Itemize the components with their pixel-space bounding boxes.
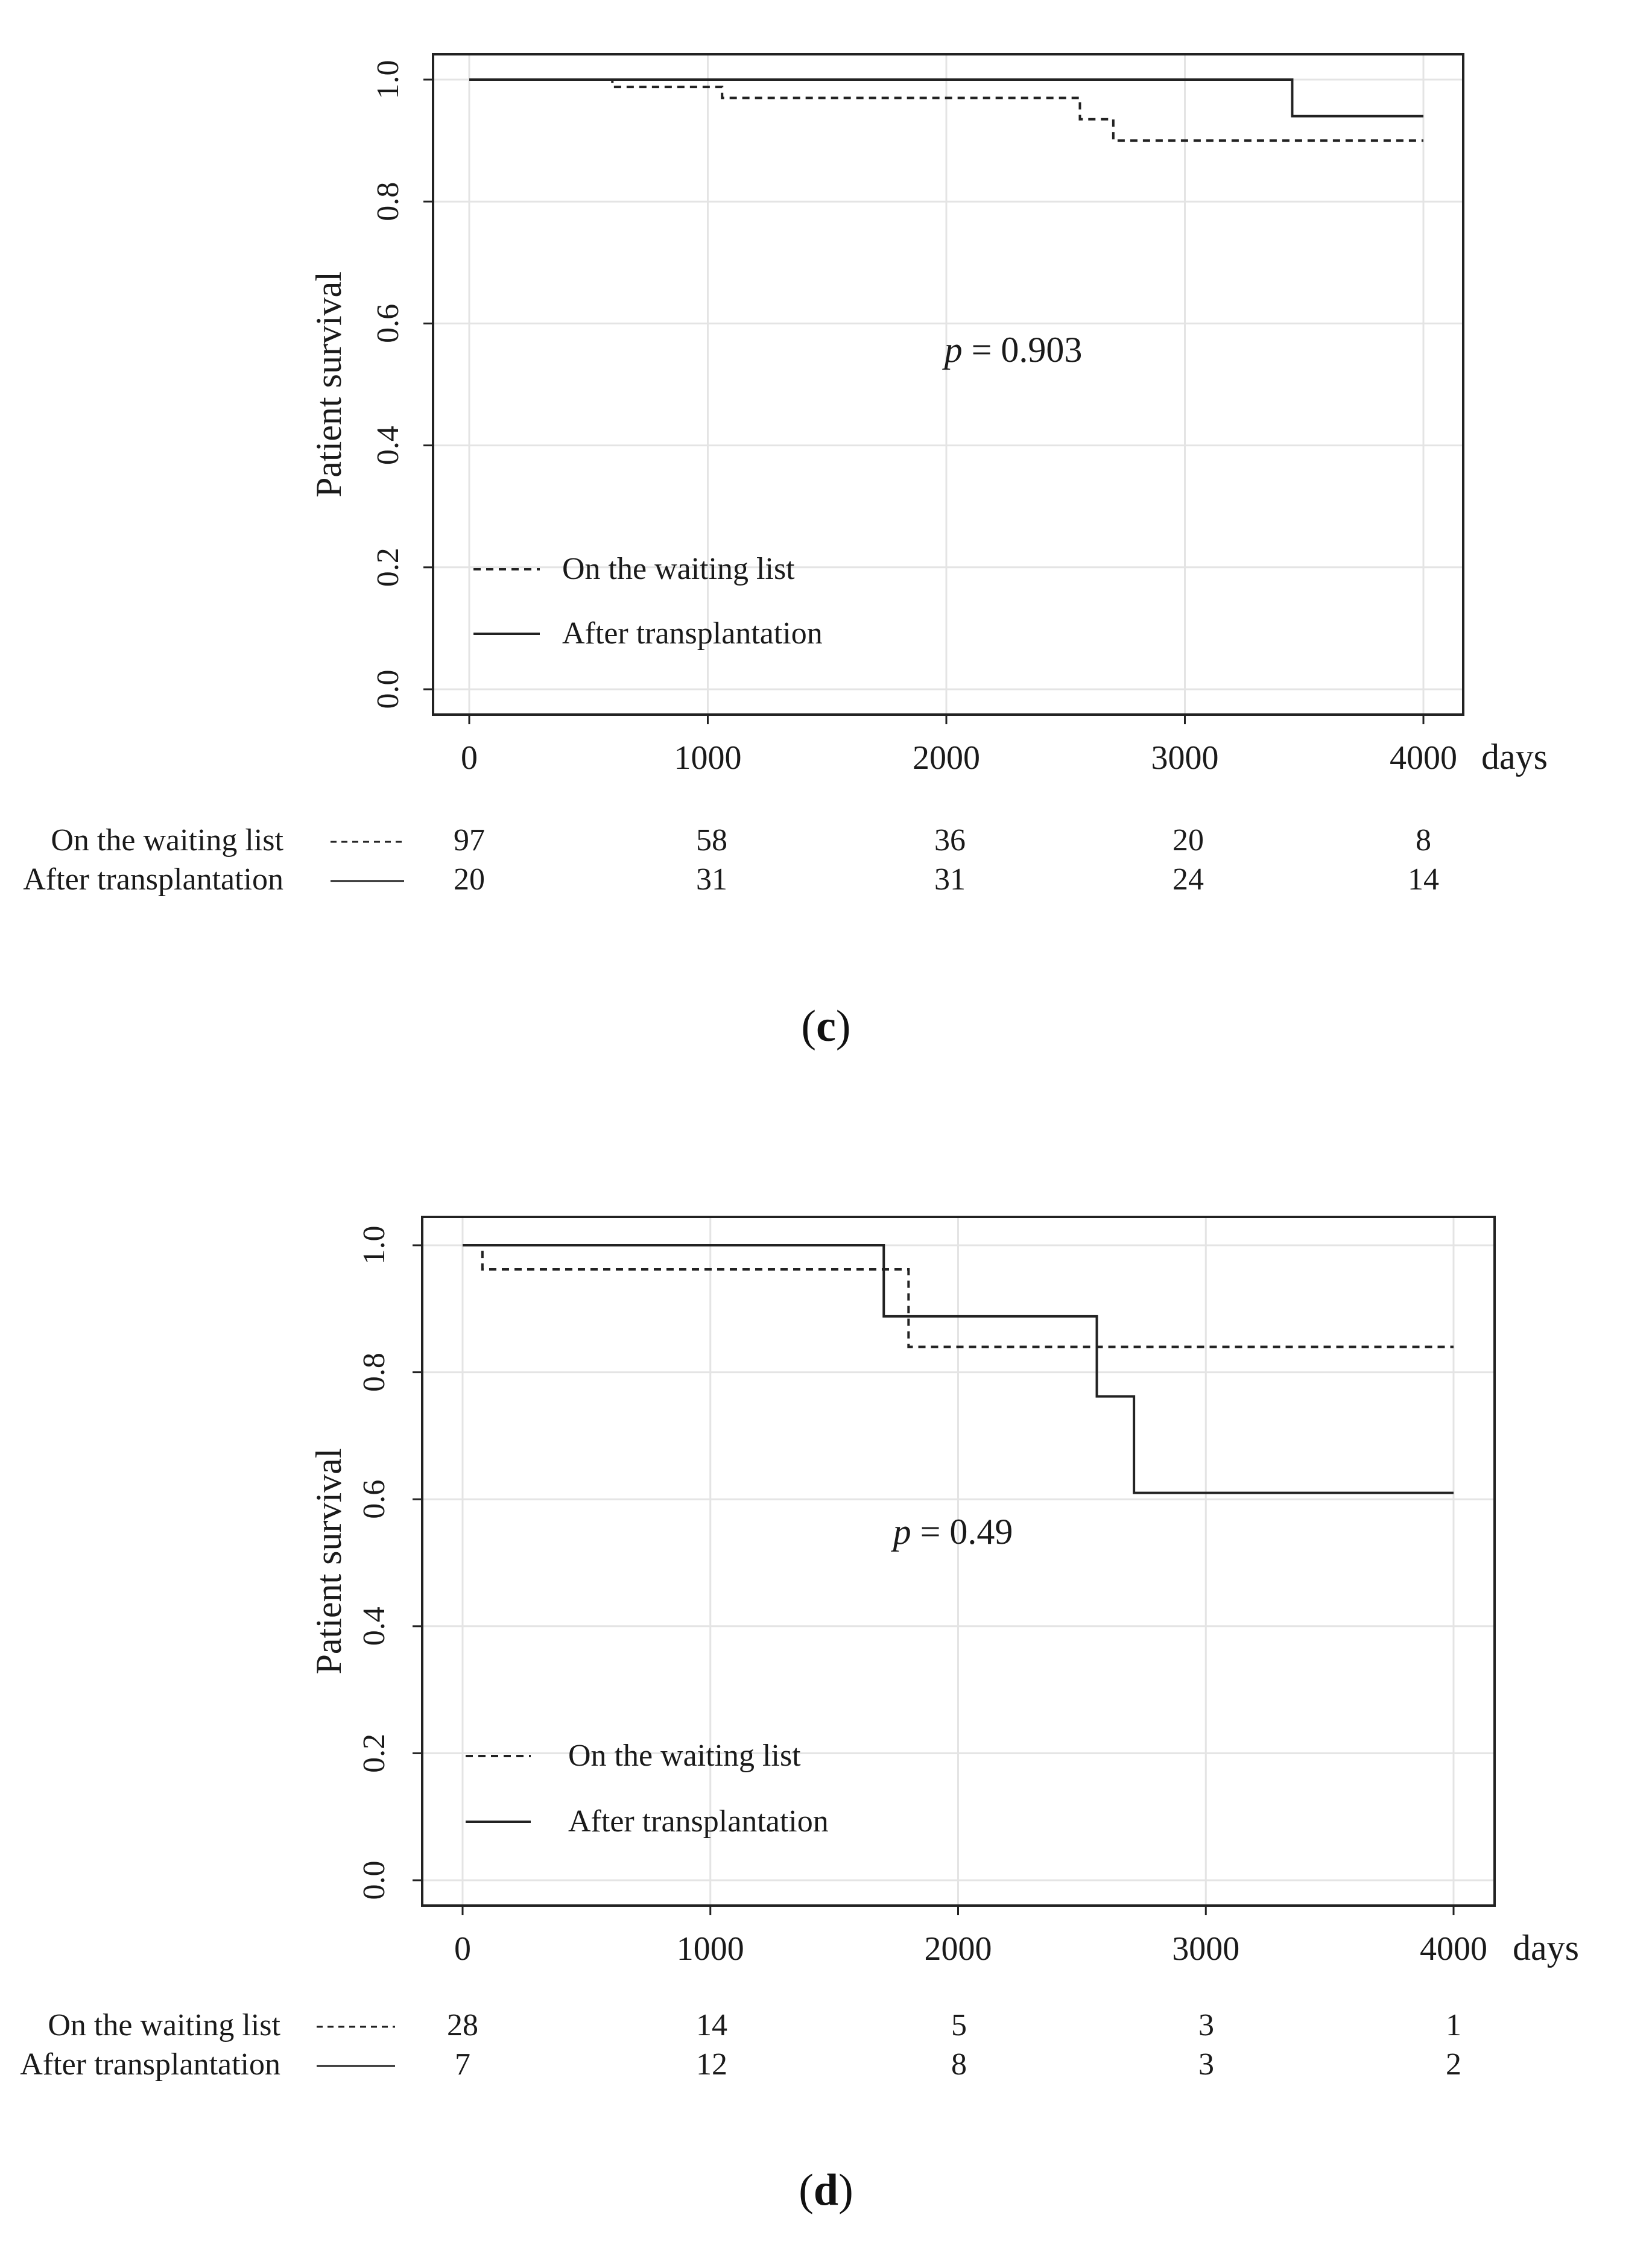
y-tick-label-c-0: 0.0	[371, 670, 405, 709]
panel-label-c: (c)	[801, 1002, 851, 1051]
y-tick-label-d-0: 0.0	[357, 1861, 391, 1900]
y-tick-label-c-3: 0.6	[371, 304, 405, 343]
x-tick-label-d-1: 1000	[677, 1930, 744, 1968]
panel-label-c-text: c	[816, 1002, 836, 1051]
risk-value-d-1-3: 3	[1198, 2047, 1214, 2082]
x-tick-label-d-4: 4000	[1420, 1930, 1487, 1968]
y-tick-label-d-5: 1.0	[357, 1226, 391, 1265]
y-tick-label-d-4: 0.8	[357, 1353, 391, 1392]
legend-label-c-1: After transplantation	[562, 616, 823, 651]
risk-value-c-0-1: 58	[696, 823, 727, 858]
risk-value-d-0-2: 5	[951, 2008, 967, 2042]
x-tick-label-c-3: 3000	[1151, 739, 1219, 777]
risk-value-c-0-4: 8	[1416, 823, 1431, 858]
p-value-annotation-d: p = 0.49	[891, 1512, 1013, 1552]
y-tick-label-c-4: 0.8	[371, 182, 405, 221]
x-tick-label-c-4: 4000	[1390, 739, 1457, 777]
risk-row-label-c-0: On the waiting list	[51, 823, 283, 858]
x-axis-label-d: days	[1513, 1928, 1579, 1968]
risk-value-c-1-1: 31	[696, 862, 727, 897]
risk-row-label-c-1: After transplantation	[23, 862, 283, 897]
risk-value-c-0-3: 20	[1173, 823, 1204, 858]
risk-value-d-0-1: 14	[696, 2008, 727, 2042]
risk-value-c-1-4: 14	[1408, 862, 1439, 897]
panel-label-d-text: d	[813, 2165, 839, 2215]
y-tick-label-d-2: 0.4	[357, 1606, 391, 1646]
series-line-c-0	[469, 78, 1423, 142]
x-tick-label-c-1: 1000	[674, 739, 742, 777]
y-tick-label-d-1: 0.2	[357, 1734, 391, 1773]
risk-value-d-1-2: 8	[951, 2047, 967, 2082]
series-line-d-1	[463, 1244, 1454, 1494]
risk-value-c-1-2: 31	[934, 862, 966, 897]
risk-value-d-0-4: 1	[1446, 2008, 1461, 2042]
risk-value-c-0-2: 36	[934, 823, 966, 858]
y-tick-label-c-2: 0.4	[371, 426, 405, 465]
y-tick-label-d-3: 0.6	[357, 1480, 391, 1519]
risk-row-label-d-0: On the waiting list	[48, 2008, 280, 2042]
risk-value-c-1-3: 24	[1173, 862, 1204, 897]
y-axis-label-d: Patient survival	[309, 1448, 349, 1675]
panel-label-d: (d)	[799, 2165, 853, 2215]
risk-value-d-0-0: 28	[447, 2008, 478, 2042]
risk-value-d-1-1: 12	[696, 2047, 727, 2082]
plot-frame-c	[432, 53, 1464, 716]
x-axis-label-c: days	[1481, 737, 1548, 777]
y-axis-label-c: Patient survival	[309, 271, 349, 498]
risk-value-c-1-0: 20	[454, 862, 485, 897]
p-value-annotation-c: p = 0.903	[942, 330, 1083, 370]
risk-value-c-0-0: 97	[454, 823, 485, 858]
legend-label-d-1: After transplantation	[568, 1804, 829, 1839]
risk-value-d-0-3: 3	[1198, 2008, 1214, 2042]
y-tick-label-c-5: 1.0	[371, 60, 405, 100]
risk-value-d-1-0: 7	[455, 2047, 470, 2082]
risk-value-d-1-4: 2	[1446, 2047, 1461, 2082]
x-tick-label-d-0: 0	[454, 1930, 471, 1968]
legend-label-d-0: On the waiting list	[568, 1739, 801, 1773]
y-tick-label-c-1: 0.2	[371, 548, 405, 587]
x-tick-label-c-0: 0	[461, 739, 478, 777]
x-tick-label-d-3: 3000	[1172, 1930, 1239, 1968]
series-line-c-1	[469, 78, 1423, 118]
x-tick-label-c-2: 2000	[913, 739, 980, 777]
legend-label-c-0: On the waiting list	[562, 552, 795, 586]
risk-row-label-d-1: After transplantation	[20, 2047, 280, 2082]
x-tick-label-d-2: 2000	[925, 1930, 992, 1968]
